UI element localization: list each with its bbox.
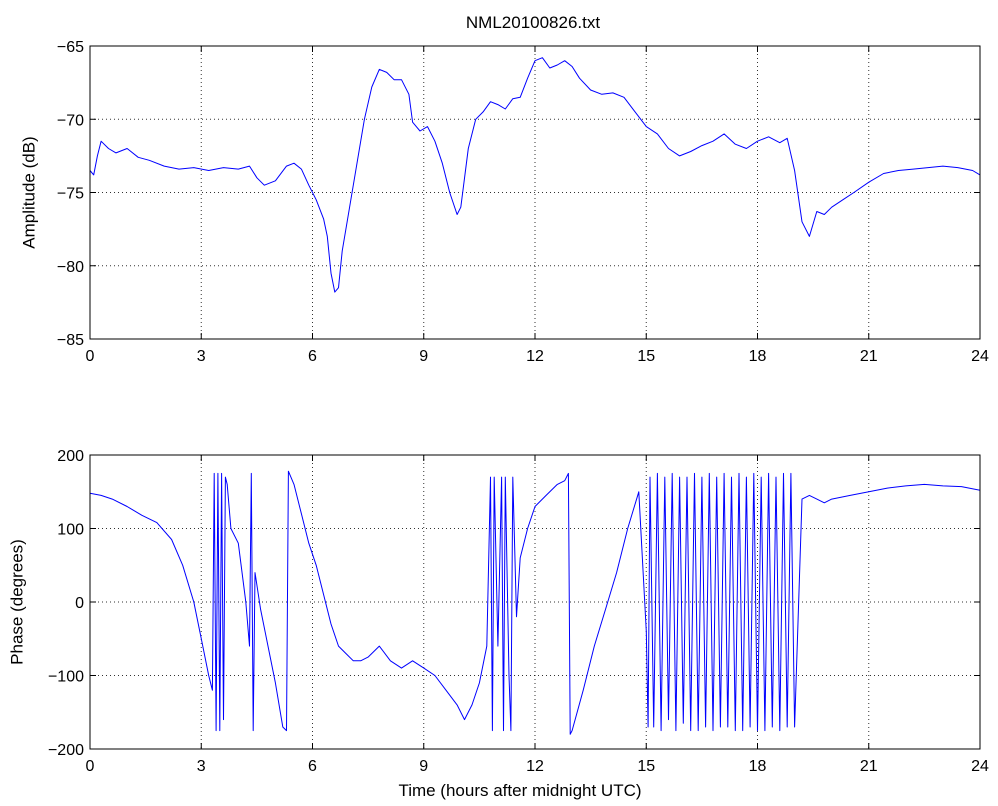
y-tick-label: −70 — [57, 112, 84, 129]
y-tick-label: −75 — [57, 186, 84, 203]
y-tick-label: −85 — [57, 332, 84, 349]
time-x-axis-label: Time (hours after midnight UTC) — [398, 781, 641, 800]
phase-y-axis-label: Phase (degrees) — [7, 539, 26, 665]
y-tick-label: 200 — [57, 448, 84, 465]
x-tick-label: 18 — [749, 758, 767, 775]
y-tick-label: 100 — [57, 522, 84, 539]
phase-series — [89, 470, 981, 735]
phase-ticks: 0 3 6 9 12 15 18 21 24 −200 −100 0 100 200 — [48, 448, 989, 775]
x-tick-label: 24 — [971, 758, 989, 775]
x-tick-label: 12 — [526, 348, 544, 365]
x-tick-label: 15 — [637, 758, 655, 775]
x-tick-label: 21 — [860, 758, 878, 775]
y-tick-label: −100 — [48, 669, 84, 686]
amplitude-series-line — [89, 57, 981, 293]
amplitude-series — [89, 57, 981, 293]
y-tick-label: −65 — [57, 39, 84, 56]
phase-panel: 0 3 6 9 12 15 18 21 24 −200 −100 0 100 200 Phase (deg… — [7, 448, 989, 800]
chart-title: NML20100826.txt — [466, 13, 600, 32]
phase-grid — [90, 455, 980, 749]
y-tick-label: −200 — [48, 742, 84, 759]
x-tick-label: 0 — [86, 758, 95, 775]
x-tick-label: 0 — [86, 348, 95, 365]
amplitude-y-axis-label: Amplitude (dB) — [19, 136, 38, 248]
amplitude-panel: NML20100826.txt 0 3 6 9 12 15 18 21 24 −85 −80 −75 −… — [19, 13, 989, 365]
x-tick-label: 18 — [749, 348, 767, 365]
x-tick-label: 6 — [308, 348, 317, 365]
phase-series-line — [89, 470, 981, 735]
amplitude-grid — [90, 46, 980, 339]
x-tick-label: 24 — [971, 348, 989, 365]
x-tick-label: 15 — [637, 348, 655, 365]
x-tick-label: 6 — [308, 758, 317, 775]
x-tick-label: 21 — [860, 348, 878, 365]
y-tick-label: 0 — [75, 595, 84, 612]
x-tick-label: 3 — [197, 758, 206, 775]
y-tick-label: −80 — [57, 259, 84, 276]
x-tick-label: 9 — [419, 348, 428, 365]
x-tick-label: 3 — [197, 348, 206, 365]
x-tick-label: 12 — [526, 758, 544, 775]
amplitude-ticks: 0 3 6 9 12 15 18 21 24 −85 −80 −75 −70 −65 — [57, 39, 989, 365]
x-tick-label: 9 — [419, 758, 428, 775]
